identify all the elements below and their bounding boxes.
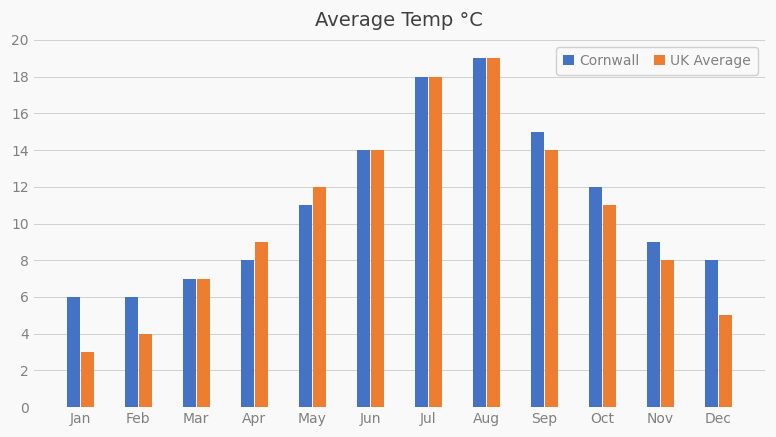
Bar — [719, 315, 732, 407]
Bar — [255, 242, 268, 407]
Bar — [197, 278, 210, 407]
Bar — [139, 333, 151, 407]
Bar — [647, 242, 660, 407]
Bar — [371, 150, 383, 407]
Bar — [487, 59, 500, 407]
Bar — [603, 205, 615, 407]
Bar — [67, 297, 80, 407]
Bar — [661, 260, 674, 407]
Bar — [299, 205, 312, 407]
Title: Average Temp °C: Average Temp °C — [315, 11, 483, 30]
Bar — [81, 352, 94, 407]
Bar — [357, 150, 369, 407]
Bar — [531, 132, 544, 407]
Bar — [125, 297, 137, 407]
Bar — [429, 77, 442, 407]
Bar — [589, 187, 601, 407]
Bar — [705, 260, 718, 407]
Bar — [473, 59, 486, 407]
Bar — [313, 187, 326, 407]
Bar — [545, 150, 558, 407]
Bar — [415, 77, 428, 407]
Legend: Cornwall, UK Average: Cornwall, UK Average — [556, 47, 758, 75]
Bar — [183, 278, 196, 407]
Bar — [241, 260, 254, 407]
